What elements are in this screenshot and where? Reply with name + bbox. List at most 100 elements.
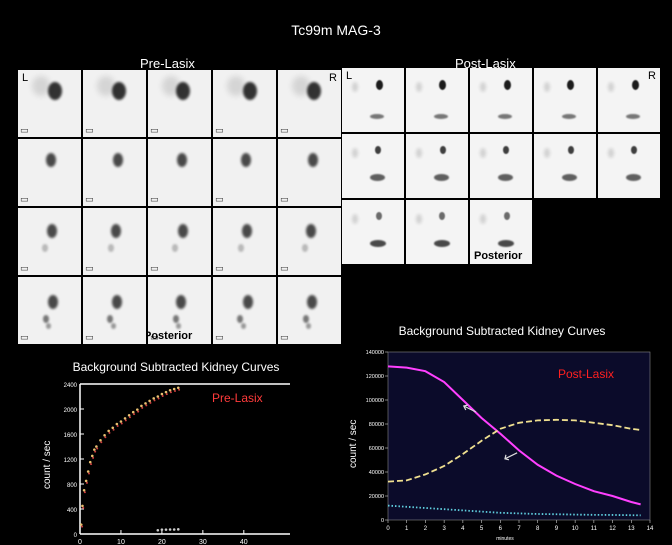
y-tick-label: 800 <box>67 483 78 489</box>
y-tick-label: 2000 <box>64 408 78 414</box>
background-activity <box>416 148 422 158</box>
pre-lasix-frame: ▭ <box>18 277 81 344</box>
pre-lasix-frame: ▭ <box>213 208 276 275</box>
post-lasix-heading: Post-Lasix <box>455 56 516 71</box>
background-activity <box>544 82 550 92</box>
y-tick-label: 1200 <box>64 458 78 464</box>
x-tick-label: 5 <box>480 526 484 532</box>
ureter-activity <box>303 315 309 323</box>
y-axis-label: count / sec <box>42 441 53 489</box>
post-lasix-frame <box>470 134 532 198</box>
x-axis-label: minutes <box>496 536 514 542</box>
kidney-uptake <box>46 153 56 167</box>
data-point <box>144 402 147 405</box>
data-point <box>115 422 119 426</box>
ureter-activity <box>108 244 114 252</box>
kidney-uptake <box>242 224 252 238</box>
background-activity <box>227 76 245 96</box>
pre-lasix-frame: ▭ <box>18 208 81 275</box>
bladder-activity <box>370 240 386 247</box>
pre-lasix-frame: ▭ <box>278 277 341 344</box>
data-point <box>148 399 151 403</box>
data-point-shadow <box>161 395 164 397</box>
frame-corner-mark: ▭ <box>215 332 224 342</box>
x-tick-label: 14 <box>647 526 654 532</box>
x-tick-label: 20 <box>158 539 166 544</box>
ureter-activity <box>172 244 178 252</box>
data-point-shadow <box>90 463 93 466</box>
kidney-uptake <box>177 153 187 167</box>
kidney-uptake <box>241 153 251 167</box>
data-point <box>123 417 127 420</box>
pre-lasix-frame: ▭ <box>213 277 276 344</box>
post-lasix-frame <box>534 134 596 198</box>
data-point <box>176 386 180 390</box>
y-tick-label: 100000 <box>366 398 384 404</box>
data-point <box>111 426 115 430</box>
frame-corner-mark: ▭ <box>280 125 289 135</box>
page-title: Tc99m MAG-3 <box>291 22 381 38</box>
arrow-magenta-curve <box>463 405 477 413</box>
kidney-uptake <box>178 224 188 238</box>
frame-corner-mark: ▭ <box>215 263 224 273</box>
data-point-shadow <box>104 436 107 439</box>
frame-corner-mark: ▭ <box>20 332 29 342</box>
kidney-uptake <box>376 80 383 90</box>
data-point <box>119 420 123 423</box>
ureter-activity <box>43 315 49 323</box>
data-point-shadow <box>82 506 85 509</box>
kidney-uptake <box>48 82 62 100</box>
data-point <box>107 429 110 433</box>
kidney-uptake <box>440 146 446 154</box>
kidney-uptake <box>176 295 186 309</box>
data-point <box>82 488 86 492</box>
data-point-shadow <box>116 425 119 427</box>
post-lasix-frame <box>598 134 660 198</box>
series-line <box>387 365 641 506</box>
background-activity <box>352 82 358 92</box>
data-point <box>81 504 84 508</box>
kidney-uptake <box>111 224 121 238</box>
kidney-uptake <box>631 146 637 154</box>
kidney-uptake <box>307 82 321 100</box>
data-point <box>99 438 102 442</box>
frame-corner-mark: ▭ <box>85 332 94 342</box>
x-tick-label: 3 <box>442 526 446 532</box>
post-lasix-frame <box>534 68 596 132</box>
y-tick-label: 20000 <box>369 494 384 500</box>
bladder-activity <box>370 174 385 181</box>
post-lasix-frame <box>406 68 468 132</box>
background-activity <box>416 214 422 224</box>
pre-lasix-frame: ▭ Posterior <box>148 277 211 344</box>
bladder-activity <box>241 323 246 329</box>
data-point <box>88 460 92 464</box>
data-point <box>176 528 180 531</box>
ureter-activity <box>107 315 113 323</box>
left-marker: L <box>346 70 353 82</box>
post-lasix-frame <box>470 68 532 132</box>
post-lasix-frame <box>342 200 404 264</box>
pre-lasix-frame-grid: ▭ L ▭ ▭ ▭ ▭ R ▭ ▭ ▭ ▭ ▭ ▭ ▭ ▭ ▭ ▭ ▭ ▭ ▭ Posterior ▭ ▭ <box>18 70 341 344</box>
frame-corner-mark: ▭ <box>280 332 289 342</box>
frame-corner-mark: ▭ <box>85 263 94 273</box>
pre-lasix-kidney-curve-chart: Background Subtracted Kidney Curves04008… <box>42 360 290 544</box>
post-lasix-frame <box>406 200 468 264</box>
frame-corner-mark: ▭ <box>150 194 159 204</box>
post-lasix-frame <box>342 134 404 198</box>
data-point <box>164 528 168 531</box>
pre-lasix-frame: ▭ <box>213 70 276 137</box>
y-tick-label: 0 <box>74 533 78 539</box>
post-lasix-frame: R <box>598 68 660 132</box>
x-tick-label: 1 <box>405 526 409 532</box>
x-tick-label: 0 <box>386 526 390 532</box>
plot-area <box>80 384 290 534</box>
data-point-shadow <box>94 450 97 453</box>
data-point-shadow <box>100 441 103 444</box>
pre-lasix-frame: ▭ <box>18 139 81 206</box>
pre-lasix-heading: Pre-Lasix <box>140 56 195 71</box>
frame-corner-mark: ▭ <box>85 125 94 135</box>
x-tick-label: 40 <box>240 539 248 544</box>
y-tick-label: 1600 <box>64 433 78 439</box>
background-activity <box>162 76 180 96</box>
y-tick-label: 80000 <box>369 422 384 428</box>
